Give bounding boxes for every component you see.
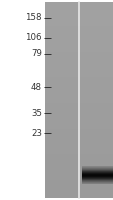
Text: 35: 35 [31,108,42,117]
Text: 48: 48 [31,82,42,92]
Text: 158: 158 [25,14,42,22]
Text: 79: 79 [31,49,42,58]
Text: 23: 23 [31,129,42,138]
Text: 106: 106 [25,33,42,43]
